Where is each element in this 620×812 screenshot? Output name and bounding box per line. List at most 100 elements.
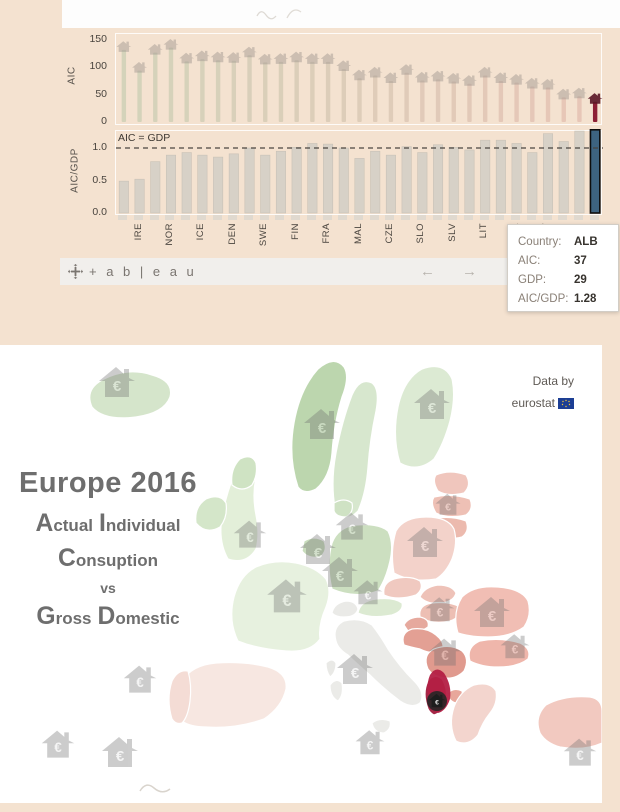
ratio-bar[interactable] xyxy=(118,180,129,214)
aic-stick[interactable] xyxy=(482,75,488,122)
ratio-bar[interactable] xyxy=(385,154,396,214)
ratio-bar[interactable] xyxy=(511,143,522,214)
ratio-bar[interactable] xyxy=(480,139,491,214)
ratio-bar[interactable] xyxy=(307,143,318,214)
ratio-bar[interactable] xyxy=(134,178,145,214)
aic-stick[interactable] xyxy=(404,72,409,122)
island-sardinia[interactable] xyxy=(329,679,344,702)
forward-arrow-button[interactable]: → xyxy=(462,263,477,280)
albania-selected-marker[interactable]: € xyxy=(427,669,451,713)
aic-stick[interactable] xyxy=(498,81,504,122)
ratio-bar[interactable] xyxy=(244,147,255,214)
aic-stick[interactable] xyxy=(231,60,237,122)
aic-stick[interactable] xyxy=(467,83,472,122)
aic-stick[interactable] xyxy=(278,61,284,122)
aic-stick[interactable] xyxy=(577,96,582,122)
country-croatia[interactable] xyxy=(402,628,444,654)
aic-stick[interactable] xyxy=(435,79,441,122)
country-italy[interactable] xyxy=(334,619,423,707)
aic-stick[interactable] xyxy=(420,80,425,122)
aic-stick[interactable] xyxy=(263,62,268,122)
country-finland[interactable] xyxy=(394,366,455,468)
country-iceland[interactable] xyxy=(89,371,172,419)
svg-text:€: € xyxy=(576,748,584,763)
aic-stick[interactable] xyxy=(121,49,127,123)
aic-stick[interactable] xyxy=(514,82,519,122)
country-france[interactable] xyxy=(231,561,330,652)
ratio-bar[interactable] xyxy=(354,158,365,214)
country-spain[interactable] xyxy=(176,661,287,728)
ratio-bar[interactable] xyxy=(338,147,349,214)
country-germany[interactable] xyxy=(328,524,393,596)
country-turkey[interactable] xyxy=(537,696,602,749)
ratio-bar[interactable] xyxy=(323,143,334,214)
ratio-bar[interactable] xyxy=(370,150,381,214)
aic-stick[interactable] xyxy=(341,68,346,122)
ratio-bar[interactable] xyxy=(197,154,208,214)
ratio-bar[interactable] xyxy=(165,154,176,214)
x-axis-label: SLV xyxy=(446,223,458,242)
aic-stick[interactable] xyxy=(561,97,566,122)
title-word: Domestic xyxy=(97,603,180,630)
country-switzerland[interactable] xyxy=(331,600,359,618)
country-estonia[interactable] xyxy=(433,471,470,496)
aic-stick[interactable] xyxy=(215,60,221,122)
aic-stick[interactable] xyxy=(153,52,158,122)
back-arrow-button[interactable]: ← xyxy=(420,263,435,280)
aic-stick[interactable] xyxy=(545,87,551,122)
ratio-bar[interactable] xyxy=(291,147,302,214)
ratio-bar[interactable] xyxy=(181,152,192,214)
aic-stick[interactable] xyxy=(200,59,205,122)
country-latvia[interactable] xyxy=(431,494,472,518)
ratio-bar[interactable] xyxy=(275,150,286,214)
ratio-bar[interactable] xyxy=(589,128,601,214)
country-romania[interactable] xyxy=(455,586,530,638)
country-austria[interactable] xyxy=(357,597,403,618)
country-denmark[interactable] xyxy=(333,499,353,518)
tableau-wordmark[interactable]: + a b | e a u xyxy=(89,264,197,279)
ratio-bar[interactable] xyxy=(464,149,475,214)
ratio-bar[interactable] xyxy=(558,141,569,214)
ratio-bar[interactable] xyxy=(417,152,428,214)
country-sweden[interactable] xyxy=(332,380,378,519)
tooltip-label: AIC: xyxy=(518,255,541,267)
aic-stick[interactable] xyxy=(357,78,362,122)
data-source: Data by eurostat xyxy=(512,370,574,414)
ratio-bar[interactable] xyxy=(527,152,538,214)
ratio-bar[interactable] xyxy=(401,146,412,214)
aic-stick[interactable] xyxy=(168,47,174,122)
aic-stick[interactable] xyxy=(325,61,331,122)
country-poland[interactable] xyxy=(391,516,457,581)
aic-stick[interactable] xyxy=(388,81,394,122)
aic-stick[interactable] xyxy=(310,61,315,122)
country-ireland[interactable] xyxy=(195,496,227,531)
aic-stick[interactable] xyxy=(373,75,378,122)
ratio-bar[interactable] xyxy=(213,156,224,214)
country-bulgaria[interactable] xyxy=(468,638,530,668)
island-corsica[interactable] xyxy=(325,659,337,678)
eurostat-label[interactable]: eurostat xyxy=(511,396,555,410)
aic-stick[interactable] xyxy=(592,101,598,122)
aic-stick[interactable] xyxy=(247,55,252,122)
ratio-bar[interactable] xyxy=(448,147,459,214)
country-benelux[interactable] xyxy=(301,537,326,558)
aic-stick[interactable] xyxy=(184,61,189,122)
ratio-bar[interactable] xyxy=(260,154,271,214)
country-scotland[interactable] xyxy=(231,456,258,490)
country-czechia[interactable] xyxy=(383,576,422,599)
aic-stick[interactable] xyxy=(451,81,456,122)
aic-stick[interactable] xyxy=(530,86,535,122)
country-norway[interactable] xyxy=(291,360,348,493)
aic-stick[interactable] xyxy=(294,60,299,122)
ratio-bar[interactable] xyxy=(150,161,161,214)
country-greece[interactable] xyxy=(450,683,497,744)
country-portugal[interactable] xyxy=(168,670,192,725)
aic-stick[interactable] xyxy=(137,70,142,122)
ratio-bar[interactable] xyxy=(495,139,506,214)
ratio-bar[interactable] xyxy=(228,153,239,214)
ratio-bar[interactable] xyxy=(574,130,585,214)
tableau-logo-icon[interactable] xyxy=(68,264,83,279)
ratio-bar[interactable] xyxy=(543,133,554,214)
island-sicily[interactable] xyxy=(371,718,391,734)
ratio-bar[interactable] xyxy=(433,144,444,214)
